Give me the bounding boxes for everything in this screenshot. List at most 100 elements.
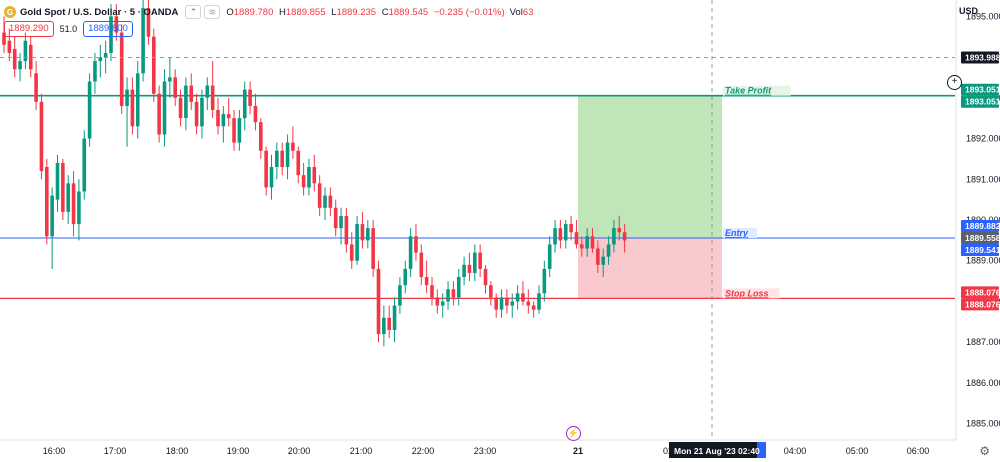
candle: [515, 285, 520, 310]
candle-body: [103, 52, 108, 58]
last-price-badge-bg: [961, 244, 999, 257]
gear-icon[interactable]: ⚙: [979, 444, 990, 458]
volume: Vol63: [509, 6, 534, 18]
last-price-badge: 1889.541: [965, 245, 1000, 255]
currency-label[interactable]: USD: [958, 6, 978, 16]
candle: [237, 110, 242, 151]
candle-body: [355, 224, 359, 261]
candle: [323, 187, 327, 220]
candle: [232, 110, 236, 151]
candle: [7, 28, 12, 62]
candle: [382, 305, 386, 347]
candle-body: [601, 256, 605, 265]
candle-body: [312, 167, 317, 184]
symbol-legend: G Gold Spot / U.S. Dollar · 5 · OANDA ⌃ …: [4, 4, 533, 20]
candle: [355, 215, 359, 265]
entry-label[interactable]: Entry: [725, 228, 749, 238]
candle: [178, 89, 183, 127]
candle-body: [510, 301, 515, 306]
time-tick-label: 17:00: [104, 446, 127, 456]
candle: [184, 77, 188, 131]
candle-body: [408, 236, 413, 269]
candle-body: [590, 236, 595, 249]
candle-body: [574, 232, 579, 245]
candle-body: [483, 268, 488, 286]
time-tick-label: 05:00: [846, 446, 869, 456]
candle-body: [424, 277, 429, 286]
candle: [467, 252, 472, 282]
price-tick-label: 1892.000: [966, 134, 1000, 144]
candle-body: [23, 40, 28, 62]
stop-loss-badge-bg: [961, 298, 999, 311]
candle: [50, 187, 54, 269]
candle-body: [398, 285, 402, 306]
candle: [344, 207, 349, 253]
candle: [606, 236, 611, 265]
candle-body: [98, 57, 103, 62]
candle: [168, 57, 172, 98]
sell-button[interactable]: 1889.290: [4, 21, 54, 37]
candle: [483, 264, 488, 294]
candle-body: [382, 317, 386, 335]
wave-icon[interactable]: ≋: [204, 5, 221, 19]
candle: [98, 44, 103, 78]
chevron-up-icon[interactable]: ⌃: [185, 5, 202, 19]
candle-body: [232, 118, 236, 143]
candle: [291, 126, 295, 159]
buy-button[interactable]: 1889.800: [83, 21, 133, 37]
candle-body: [152, 36, 156, 94]
time-tick-label: 02: [663, 446, 673, 456]
candle: [18, 52, 22, 82]
candle-body: [531, 305, 536, 310]
take-profit-zone[interactable]: [578, 95, 722, 239]
candle: [590, 228, 595, 253]
candle-body: [387, 317, 391, 330]
candle-body: [259, 122, 263, 151]
candle-body: [77, 191, 81, 225]
risk-reward-tool[interactable]: [578, 95, 722, 299]
stop-loss-badge-bg: [961, 286, 999, 299]
price-tick-label: 1895.000: [966, 11, 1000, 21]
crosshair-time-badge: [669, 442, 757, 458]
plus-circle-icon[interactable]: +: [947, 75, 962, 90]
symbol-title[interactable]: Gold Spot / U.S. Dollar · 5 · OANDA: [20, 6, 179, 18]
entry-price-badge-bg: [961, 232, 999, 245]
time-tick-label: 16:00: [43, 446, 66, 456]
gold-coin-icon[interactable]: G: [4, 6, 16, 18]
take-profit-label[interactable]: Take Profit: [725, 86, 772, 96]
candle: [446, 281, 450, 310]
candle-body: [467, 264, 472, 273]
candle-body: [264, 150, 268, 188]
candle: [462, 256, 466, 286]
flash-icon[interactable]: ⚡: [566, 426, 581, 441]
candle-body: [28, 44, 33, 70]
quote-row: 1889.290 51.0 1889.800: [4, 21, 133, 37]
stop-loss-label[interactable]: Stop Loss: [725, 288, 769, 298]
candle: [141, 0, 145, 82]
candle: [456, 268, 461, 306]
candle: [93, 52, 97, 94]
candle: [71, 171, 76, 237]
candle: [542, 260, 547, 302]
candle: [280, 142, 284, 176]
candle: [269, 154, 274, 200]
candle-body: [114, 16, 119, 33]
entry-label-bg: [723, 228, 757, 239]
stop-loss-zone[interactable]: [578, 238, 722, 299]
buy-price-badge-bg: [961, 220, 999, 233]
candle: [77, 179, 81, 241]
candle: [66, 175, 70, 225]
candle-body: [339, 215, 343, 229]
candle-body: [189, 85, 194, 102]
candle-body: [392, 305, 397, 330]
candle: [414, 224, 418, 261]
price-tick-label: 1891.000: [966, 174, 1000, 184]
candle-body: [403, 268, 408, 286]
candle-body: [66, 183, 70, 212]
candle: [146, 0, 151, 45]
candle: [371, 220, 375, 278]
candle-body: [462, 264, 466, 278]
candle: [119, 24, 124, 115]
